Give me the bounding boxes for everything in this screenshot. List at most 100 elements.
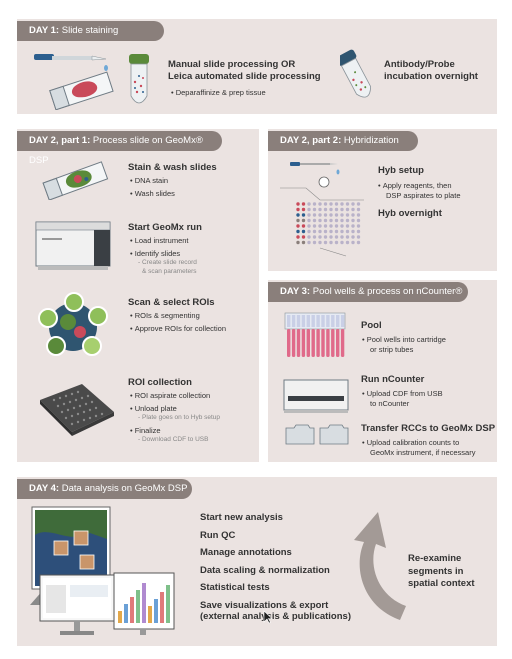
plate-well bbox=[318, 202, 322, 206]
scan-bullet-segmenting: ROIs & segmenting bbox=[130, 311, 200, 321]
plate-well bbox=[345, 207, 350, 212]
plate-well bbox=[307, 218, 311, 223]
roi-sub-finalize: Download CDF to USB bbox=[138, 436, 208, 445]
plate-well bbox=[307, 224, 311, 228]
ncounter-instrument-illustration bbox=[283, 379, 349, 413]
plate-well bbox=[334, 202, 339, 206]
cartridge-lane bbox=[296, 315, 301, 327]
plate-well bbox=[345, 229, 350, 234]
plate-well bbox=[340, 213, 344, 217]
plate-well bbox=[323, 240, 328, 245]
mini-bar bbox=[130, 597, 134, 623]
collection-plate-illustration bbox=[40, 384, 114, 436]
plate-well bbox=[340, 235, 344, 239]
strip-tube bbox=[340, 329, 345, 357]
plate-well bbox=[301, 207, 306, 212]
plate-well bbox=[301, 229, 306, 234]
plate-well bbox=[329, 240, 333, 245]
scan-select-title: Scan & select ROIs bbox=[128, 297, 215, 308]
plate-well bbox=[340, 224, 344, 228]
plate-well bbox=[334, 218, 339, 223]
plate-well bbox=[301, 213, 306, 217]
cartridge-lane bbox=[311, 315, 315, 327]
plate-well bbox=[296, 240, 300, 245]
transfer-bullet-line2: GeoMx instrument, if necessary bbox=[370, 448, 476, 457]
roi-selection-illustration bbox=[38, 292, 108, 356]
hyb-setup-bullet-line2: DSP aspirates to plate bbox=[386, 191, 461, 200]
cartridge-lane bbox=[287, 315, 291, 327]
step-manage-annotations: Manage annotations bbox=[200, 547, 292, 558]
plate-well bbox=[296, 218, 300, 223]
cartridge-lane bbox=[336, 315, 340, 327]
plate-well bbox=[323, 213, 328, 217]
plate-well bbox=[345, 202, 350, 206]
plate-well bbox=[307, 213, 311, 217]
plate-well bbox=[334, 229, 339, 234]
cartridge-lane bbox=[340, 315, 345, 327]
strip-tube bbox=[336, 329, 340, 357]
roi-collection-title: ROI collection bbox=[128, 377, 192, 388]
plate-well bbox=[296, 235, 300, 239]
strip-tube bbox=[291, 329, 296, 357]
plate-well bbox=[345, 224, 350, 228]
plate-well bbox=[296, 207, 300, 212]
roi-sub-unload: Plate goes on to Hyb setup bbox=[138, 414, 220, 423]
cartridge-lane bbox=[306, 315, 310, 327]
plate-well bbox=[340, 218, 344, 223]
plate-well bbox=[351, 240, 355, 245]
plate-well bbox=[351, 235, 355, 239]
plate-well bbox=[312, 202, 317, 206]
plate-well bbox=[345, 213, 350, 217]
plate-well bbox=[323, 229, 328, 234]
plate-well bbox=[334, 240, 339, 245]
hyb-setup-bullet-line1: Apply reagents, then bbox=[378, 181, 452, 191]
cartridge-lane bbox=[301, 315, 306, 327]
plate-well bbox=[301, 218, 306, 223]
plate-well bbox=[301, 224, 306, 228]
plate-well bbox=[312, 207, 317, 212]
tube-blue-cap-illustration bbox=[340, 49, 372, 98]
plate-well bbox=[356, 235, 361, 239]
stain-bullet-wash: Wash slides bbox=[130, 189, 175, 199]
run-ncounter-bullet-line2: to nCounter bbox=[370, 399, 410, 408]
folders-illustration bbox=[285, 424, 349, 445]
mini-bar bbox=[160, 592, 164, 623]
reexamine-arrow-icon bbox=[354, 512, 406, 620]
plate-well bbox=[301, 240, 306, 245]
plate-well bbox=[329, 202, 333, 206]
day2-part1-tab: DAY 2, part 1: Process slide on GeoMx® D… bbox=[17, 131, 222, 166]
roi-bullet-unload: Unload plate bbox=[130, 404, 177, 414]
plate-well bbox=[318, 229, 322, 234]
pool-bullet-line1: Pool wells into cartridge bbox=[362, 335, 446, 345]
plate-well bbox=[307, 202, 311, 206]
plate-well bbox=[345, 218, 350, 223]
stain-bullet-dna: DNA stain bbox=[130, 176, 168, 186]
plate-well bbox=[351, 213, 355, 217]
plate-well bbox=[351, 224, 355, 228]
reexamine-text: Re-examine segments in spatial context bbox=[408, 553, 475, 589]
plate-well bbox=[356, 218, 361, 223]
mini-bar bbox=[136, 590, 140, 623]
plate-well bbox=[323, 235, 328, 239]
plate-well bbox=[318, 218, 322, 223]
plate-well bbox=[296, 213, 300, 217]
pool-cartridge-illustration bbox=[284, 312, 346, 357]
plate-well bbox=[340, 202, 344, 206]
plate-well bbox=[345, 240, 350, 245]
day2-part2-tab: DAY 2, part 2: Hybridization bbox=[268, 131, 418, 151]
roi-bullet-aspirate: ROI aspirate collection bbox=[130, 391, 210, 401]
plate-well bbox=[323, 218, 328, 223]
plate-well bbox=[329, 229, 333, 234]
tube-green-cap-illustration bbox=[129, 54, 149, 104]
plate-well bbox=[312, 213, 317, 217]
day3-tab: DAY 3: Pool wells & process on nCounter® bbox=[268, 282, 468, 302]
plate-well bbox=[340, 240, 344, 245]
step-start-analysis: Start new analysis bbox=[200, 512, 283, 523]
run-ncounter-title: Run nCounter bbox=[361, 374, 425, 385]
strip-tube bbox=[321, 329, 325, 357]
plate-well bbox=[312, 224, 317, 228]
run-ncounter-bullet-line1: Upload CDF from USB bbox=[362, 389, 443, 399]
plate-well bbox=[323, 207, 328, 212]
plate-well bbox=[296, 229, 300, 234]
plate-well bbox=[307, 229, 311, 234]
